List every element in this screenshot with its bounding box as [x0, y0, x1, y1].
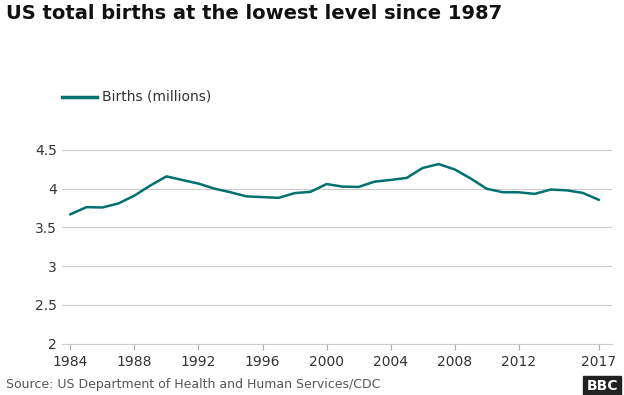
- Text: US total births at the lowest level since 1987: US total births at the lowest level sinc…: [6, 4, 502, 23]
- Text: Births (millions): Births (millions): [102, 90, 211, 104]
- Text: BBC: BBC: [587, 379, 618, 393]
- Text: Source: US Department of Health and Human Services/CDC: Source: US Department of Health and Huma…: [6, 378, 381, 391]
